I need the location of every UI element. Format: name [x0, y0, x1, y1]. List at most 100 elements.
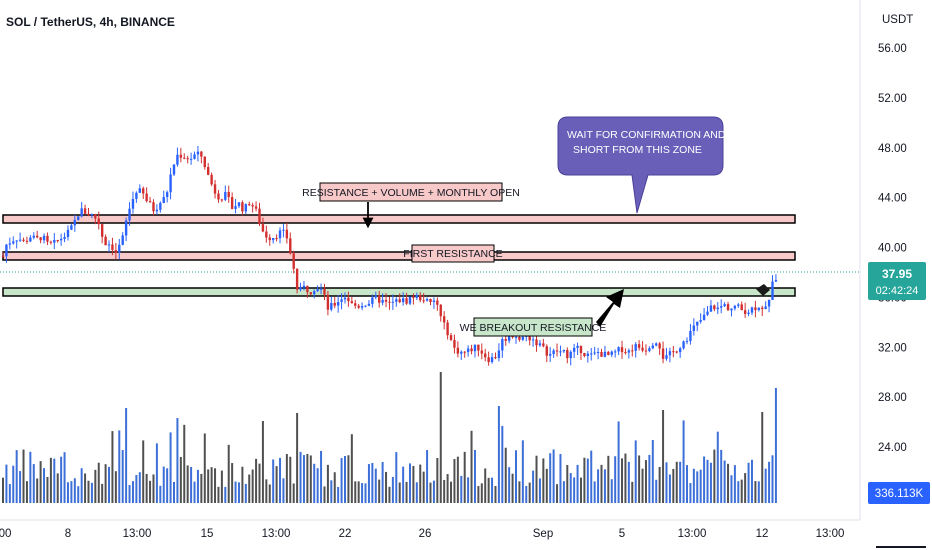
candle-body: [665, 355, 668, 359]
volume-bar: [603, 469, 606, 503]
candle-body: [596, 351, 600, 353]
volume-bar: [757, 481, 760, 503]
volume-bar: [692, 468, 695, 503]
candle-body: [289, 238, 292, 254]
volume-bar: [111, 431, 114, 503]
volume-bar: [282, 478, 285, 503]
volume-bar: [22, 449, 25, 503]
volume-bar: [166, 468, 169, 503]
candle-body: [323, 288, 326, 295]
volume-bar: [323, 486, 326, 503]
volume-bar: [426, 450, 429, 503]
candle-body: [306, 285, 309, 293]
candle-body: [713, 305, 716, 310]
candle-body: [552, 350, 555, 355]
candle-body: [251, 205, 254, 207]
candle-body: [224, 191, 227, 200]
volume-bar: [15, 450, 18, 503]
candle-body: [128, 208, 131, 221]
candle-body: [39, 237, 42, 241]
candle-body: [685, 340, 689, 342]
volume-bar: [576, 464, 579, 503]
zone-resistance-monthly[interactable]: [2, 214, 796, 224]
volume-bar: [405, 481, 408, 503]
volume-bar: [538, 478, 541, 503]
price-tick-label: 28.00: [878, 392, 907, 404]
volume-bar: [56, 473, 59, 503]
volume-bar: [675, 461, 678, 503]
volume-bar: [709, 462, 712, 503]
candle-body: [374, 295, 377, 298]
annotation-resistance-monthly[interactable]: RESISTANCE + VOLUME + MONTHLY OPEN: [302, 182, 520, 229]
volume-bar: [744, 473, 747, 503]
volume-bar: [374, 468, 377, 503]
annotation-breakout[interactable]: WE BREAKOUT RESISTANCE: [460, 289, 624, 337]
candle-body: [566, 349, 569, 359]
candle-body: [319, 288, 323, 290]
volume-bar: [504, 447, 507, 503]
candle-body: [419, 295, 422, 301]
candle-body: [620, 347, 624, 353]
candle-body: [528, 335, 531, 341]
volume-bar: [302, 455, 305, 503]
candle-body: [702, 314, 706, 321]
volume-bar: [196, 469, 199, 503]
volume-bar: [391, 476, 394, 503]
candle-body: [743, 310, 747, 314]
volume-bar: [624, 453, 627, 503]
candle-body: [549, 354, 552, 356]
candle-body: [747, 312, 750, 314]
candle-body: [723, 304, 726, 307]
volume-bar: [176, 418, 179, 503]
volume-bar: [569, 473, 572, 503]
volume-bar: [306, 453, 309, 503]
candle-body: [425, 299, 429, 301]
candle-body: [121, 235, 124, 245]
volume-bar: [432, 480, 435, 503]
callout-short-zone[interactable]: WAIT FOR CONFIRMATION AND OPEN SHORT FRO…: [557, 116, 758, 214]
volume-bar: [525, 485, 528, 503]
candle-body: [761, 307, 764, 310]
candle-body: [644, 350, 648, 352]
volume-bar: [251, 469, 254, 503]
volume-bar: [467, 477, 470, 503]
candle-body: [754, 307, 757, 311]
candle-body: [641, 347, 644, 351]
candle-body: [771, 281, 774, 300]
volume-bar: [344, 456, 346, 503]
volume-bar: [515, 450, 517, 503]
candle-body: [501, 339, 504, 351]
candle-body: [521, 336, 525, 340]
volume-bar: [285, 454, 288, 503]
volume-bar: [128, 485, 131, 503]
annotation-first-resistance[interactable]: FIRST RESISTANCE: [403, 244, 503, 263]
candle-body: [364, 305, 367, 307]
volume-bar: [279, 457, 282, 503]
volume-bar: [364, 483, 367, 503]
volume-bar: [149, 480, 152, 503]
volume-bar: [46, 476, 49, 503]
candle-body: [336, 301, 340, 306]
volume-bar: [737, 481, 740, 503]
candle-body: [586, 353, 590, 357]
candle-body: [73, 219, 77, 226]
volume-bar: [121, 450, 124, 503]
candle-body: [412, 296, 415, 298]
volume-bar: [631, 481, 634, 503]
volume-bar: [477, 486, 480, 503]
volume-bar: [549, 453, 552, 503]
volume-bar: [535, 455, 538, 503]
volume-bar: [220, 470, 223, 503]
zone-first-resistance[interactable]: [2, 251, 796, 261]
volume-bar: [508, 467, 511, 503]
candle-body: [350, 301, 354, 304]
volume-bar: [672, 468, 675, 503]
candle-body: [282, 229, 285, 231]
candle-body: [388, 301, 391, 303]
volume-bar: [473, 449, 476, 503]
candle-body: [357, 305, 360, 308]
volume-bar: [36, 478, 39, 503]
zone-breakout[interactable]: [2, 287, 796, 297]
candle-body: [186, 158, 189, 160]
